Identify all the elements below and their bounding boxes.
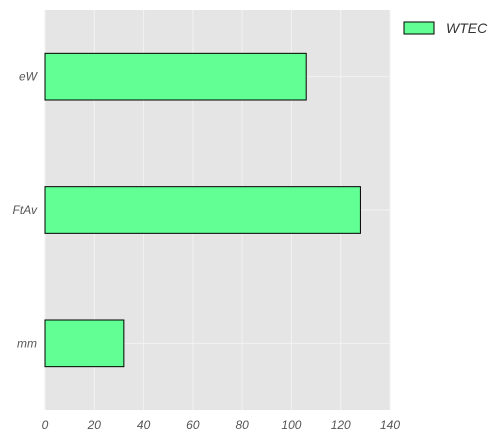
- bar-mm: [44, 319, 125, 368]
- x-tick-label: 20: [87, 418, 102, 432]
- bar-FtAv: [44, 186, 361, 234]
- x-tick-label: 60: [186, 418, 200, 432]
- y-tick-label: mm: [17, 336, 37, 350]
- bars: [44, 52, 361, 368]
- x-axis-tick-labels: 0 20 40 60 80 100 120 140: [42, 418, 401, 432]
- legend-swatch: [403, 21, 435, 35]
- x-tick-label: 0: [42, 418, 49, 432]
- y-tick-label: eW: [19, 70, 39, 84]
- x-tick-label: 80: [235, 418, 249, 432]
- x-tick-label: 140: [380, 418, 400, 432]
- legend-label: WTEC: [446, 20, 488, 36]
- x-tick-label: 40: [137, 418, 151, 432]
- x-tick-label: 100: [281, 418, 301, 432]
- bar-eW: [44, 52, 307, 101]
- legend: WTEC: [403, 20, 488, 36]
- x-tick-label: 120: [331, 418, 351, 432]
- y-tick-label: FtAv: [13, 203, 38, 217]
- y-axis-tick-labels: eW FtAv mm: [13, 70, 39, 351]
